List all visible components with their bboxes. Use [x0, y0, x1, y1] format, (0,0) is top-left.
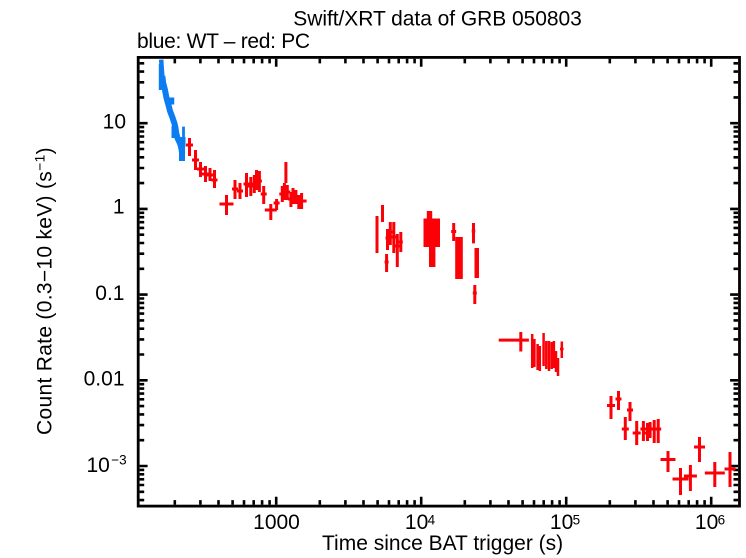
svg-text:10: 10 [405, 511, 428, 534]
svg-text:10: 10 [695, 511, 718, 534]
svg-text:10: 10 [103, 110, 126, 133]
svg-text:Time since BAT trigger (s): Time since BAT trigger (s) [322, 532, 563, 555]
svg-text:0.1: 0.1 [95, 282, 124, 305]
svg-text:Count Rate (0.3−10 keV) (s−1): Count Rate (0.3−10 keV) (s−1) [32, 147, 57, 435]
svg-text:6: 6 [718, 513, 726, 528]
svg-text:0.01: 0.01 [84, 368, 125, 391]
svg-text:Swift/XRT data of GRB 050803: Swift/XRT data of GRB 050803 [293, 7, 582, 30]
svg-text:10: 10 [86, 454, 109, 477]
svg-text:4: 4 [428, 513, 436, 528]
svg-text:blue: WT – red: PC: blue: WT – red: PC [137, 30, 310, 53]
svg-text:1000: 1000 [253, 511, 300, 534]
svg-text:5: 5 [573, 513, 581, 528]
svg-text:1: 1 [113, 196, 125, 219]
svg-text:10: 10 [550, 511, 573, 534]
svg-text:−3: −3 [111, 452, 126, 467]
